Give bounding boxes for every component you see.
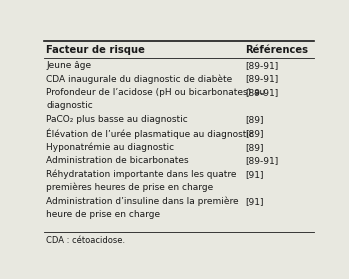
Text: Hyponatrémie au diagnostic: Hyponatrémie au diagnostic xyxy=(46,142,174,152)
Text: Réhydratation importante dans les quatre: Réhydratation importante dans les quatre xyxy=(46,170,237,179)
Text: Administration de bicarbonates: Administration de bicarbonates xyxy=(46,157,189,165)
Text: [89]: [89] xyxy=(245,143,263,152)
Text: heure de prise en charge: heure de prise en charge xyxy=(46,210,161,219)
Text: [89-91]: [89-91] xyxy=(245,61,279,70)
Text: [91]: [91] xyxy=(245,197,263,206)
Text: CDA inaugurale du diagnostic de diabète: CDA inaugurale du diagnostic de diabète xyxy=(46,74,232,84)
Text: [89]: [89] xyxy=(245,129,263,138)
Text: [91]: [91] xyxy=(245,170,263,179)
Text: Facteur de risque: Facteur de risque xyxy=(46,45,145,55)
Text: diagnostic: diagnostic xyxy=(46,102,93,110)
Text: PaCO₂ plus basse au diagnostic: PaCO₂ plus basse au diagnostic xyxy=(46,115,188,124)
Text: [89-91]: [89-91] xyxy=(245,74,279,84)
Text: Références: Références xyxy=(245,45,308,55)
Text: [89]: [89] xyxy=(245,115,263,124)
Text: [89-91]: [89-91] xyxy=(245,157,279,165)
Text: Administration d’insuline dans la première: Administration d’insuline dans la premiè… xyxy=(46,197,239,206)
Text: [89-91]: [89-91] xyxy=(245,88,279,97)
Text: Élévation de l’urée plasmatique au diagnostic: Élévation de l’urée plasmatique au diagn… xyxy=(46,128,254,139)
Text: CDA : cétoacidose.: CDA : cétoacidose. xyxy=(46,236,125,245)
Text: premières heures de prise en charge: premières heures de prise en charge xyxy=(46,183,214,193)
Text: Profondeur de l’acidose (pH ou bicarbonates) au: Profondeur de l’acidose (pH ou bicarbona… xyxy=(46,88,266,97)
Text: Jeune âge: Jeune âge xyxy=(46,61,91,70)
